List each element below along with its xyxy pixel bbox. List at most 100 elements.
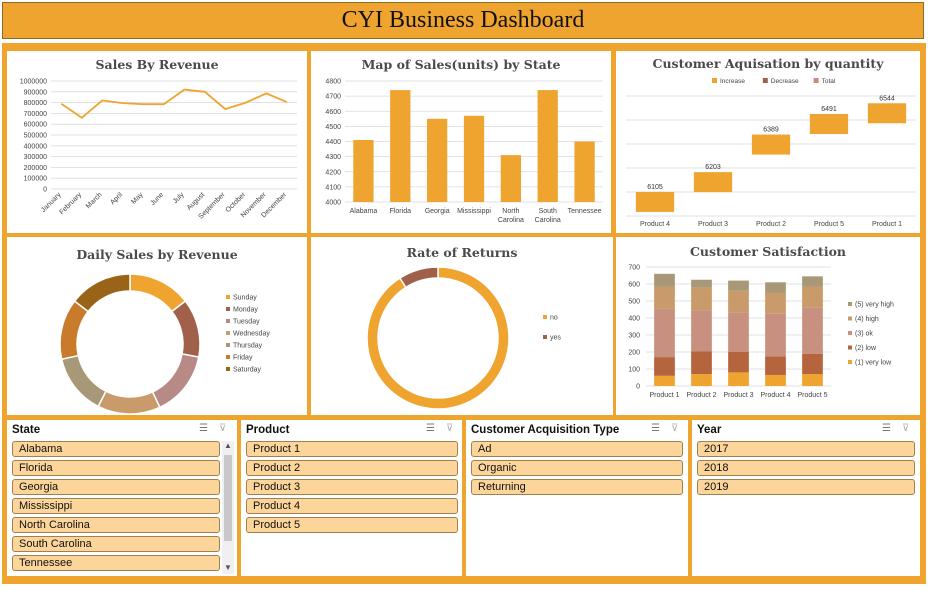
chart-title: Sales By Revenue bbox=[95, 57, 219, 72]
slicer-item[interactable]: Mississippi bbox=[12, 498, 220, 514]
x-tick-label: May bbox=[130, 191, 145, 206]
legend-label: Total bbox=[822, 78, 836, 85]
stacked-segment bbox=[765, 282, 786, 293]
chart-title: Customer Aquisation by quantity bbox=[652, 56, 884, 71]
legend-label: (3) ok bbox=[855, 331, 873, 338]
legend-swatch bbox=[226, 355, 230, 359]
x-tick-label: North bbox=[502, 208, 519, 215]
legend-swatch bbox=[762, 78, 768, 83]
slicer-item[interactable]: 2019 bbox=[697, 479, 915, 495]
slicer-item[interactable]: Organic bbox=[471, 460, 683, 476]
slicer-item[interactable]: Product 1 bbox=[246, 441, 458, 457]
sales-by-revenue-panel: Sales By Revenue 1000000 900000 800000 7000… bbox=[7, 51, 307, 233]
legend-label: Friday bbox=[233, 355, 253, 362]
product-slicer: Product ☰ ⊽ Product 1 Product 2 Product 3 P… bbox=[241, 420, 462, 576]
slicer-item[interactable]: Product 5 bbox=[246, 517, 458, 533]
bar-alabama bbox=[353, 139, 374, 202]
series-line bbox=[60, 88, 288, 119]
x-tick-label: July bbox=[172, 191, 186, 205]
data-label: 6544 bbox=[879, 95, 895, 102]
stacked-segment bbox=[802, 286, 823, 308]
x-tick-label: Product 5 bbox=[798, 392, 828, 399]
slicer-item[interactable]: Tennessee bbox=[12, 555, 220, 571]
y-tick-label: 4100 bbox=[325, 184, 341, 191]
y-tick-label: 200 bbox=[628, 350, 640, 357]
y-tick-label: 4200 bbox=[325, 169, 341, 176]
slicer-item[interactable]: 2018 bbox=[697, 460, 915, 476]
legend-label: (4) high bbox=[855, 316, 879, 323]
legend-label: no bbox=[550, 315, 558, 322]
clear-filter-icon[interactable]: ⊽ bbox=[446, 423, 454, 434]
multi-select-icon[interactable]: ☰ bbox=[199, 423, 208, 434]
slicer-item[interactable]: Product 3 bbox=[246, 479, 458, 495]
stacked-segment bbox=[691, 279, 712, 288]
slicer-item[interactable]: Product 4 bbox=[246, 498, 458, 514]
clear-filter-icon[interactable]: ⊽ bbox=[671, 423, 679, 434]
data-label: 6203 bbox=[705, 164, 721, 171]
legend-swatch bbox=[848, 316, 852, 321]
map-of-sales-chart: 4800 4700 4600 4500 4400 4300 4200 4100 4000 Alab… bbox=[325, 79, 603, 224]
y-tick-label: 4700 bbox=[325, 94, 341, 101]
legend-label: Saturday bbox=[233, 367, 262, 374]
daily-sales-panel: Daily Sales by Revenue Sunday Monday Tuesd… bbox=[7, 237, 307, 415]
customer-acquisition-panel: Customer Aquisation by quantity Increase… bbox=[616, 51, 920, 233]
slicer-header: Year bbox=[697, 424, 722, 436]
stacked-segment bbox=[654, 273, 675, 287]
legend-label: (5) very high bbox=[855, 302, 894, 309]
customer-satisfaction-chart: 700 600 500 400 300 200 100 0 Product 1 Product 2… bbox=[628, 265, 894, 400]
slicer-item[interactable]: Florida bbox=[12, 460, 220, 476]
stacked-segment bbox=[728, 352, 749, 373]
scroll-up-arrow[interactable]: ▲ bbox=[224, 441, 232, 450]
scrollbar-thumb[interactable] bbox=[224, 455, 232, 541]
chart-title: Rate of Returns bbox=[406, 245, 518, 260]
stacked-segment bbox=[765, 374, 786, 386]
customer-satisfaction-panel: Customer Satisfaction 700 600 500 400 300 200… bbox=[616, 237, 920, 415]
dashboard-title: CYI Business Dashboard bbox=[341, 7, 585, 33]
stacked-segment bbox=[802, 374, 823, 386]
clear-filter-icon[interactable]: ⊽ bbox=[902, 423, 910, 434]
x-tick-label: Product 2 bbox=[687, 392, 717, 399]
slicer-item[interactable]: Alabama bbox=[12, 441, 220, 457]
x-tick-label: Product 5 bbox=[814, 221, 844, 228]
slice-wednesday bbox=[97, 390, 161, 415]
y-tick-label: 4300 bbox=[325, 154, 341, 161]
y-tick-label: 4500 bbox=[325, 124, 341, 131]
increase-bar bbox=[635, 191, 675, 212]
legend-swatch bbox=[543, 335, 547, 339]
bar-mississippi bbox=[463, 115, 485, 202]
slicer-item[interactable]: Ad bbox=[471, 441, 683, 457]
slicer-item[interactable]: North Carolina bbox=[12, 517, 220, 533]
stacked-segment bbox=[691, 287, 712, 311]
y-tick-label: 600000 bbox=[24, 122, 47, 129]
slice-monday bbox=[170, 300, 201, 358]
scrollbar[interactable]: ▲ ▼ bbox=[222, 441, 234, 574]
x-tick-label: Tennessee bbox=[568, 208, 602, 215]
multi-select-icon[interactable]: ☰ bbox=[882, 423, 891, 434]
scroll-down-arrow[interactable]: ▼ bbox=[224, 563, 232, 572]
multi-select-icon[interactable]: ☰ bbox=[426, 423, 435, 434]
slicer-item[interactable]: Returning bbox=[471, 479, 683, 495]
bar-georgia bbox=[427, 118, 448, 202]
slice-thursday bbox=[60, 354, 107, 408]
map-of-sales-panel: Map of Sales(units) by State 4800 4700 460… bbox=[311, 51, 611, 233]
y-tick-label: 0 bbox=[636, 384, 640, 391]
slicer-item[interactable]: 2017 bbox=[697, 441, 915, 457]
y-tick-label: 1000000 bbox=[20, 79, 47, 86]
clear-filter-icon[interactable]: ⊽ bbox=[219, 423, 227, 434]
slicer-item[interactable]: South Carolina bbox=[12, 536, 220, 552]
legend-swatch bbox=[226, 319, 230, 323]
y-tick-label: 200000 bbox=[24, 165, 47, 172]
y-tick-label: 300 bbox=[628, 333, 640, 340]
multi-select-icon[interactable]: ☰ bbox=[651, 423, 660, 434]
x-tick-label: Mississippi bbox=[457, 208, 491, 215]
legend-swatch bbox=[226, 307, 230, 311]
legend-swatch bbox=[848, 331, 852, 335]
dashboard-title-bar: CYI Business Dashboard bbox=[2, 2, 924, 39]
slicer-item[interactable]: Georgia bbox=[12, 479, 220, 495]
slicer-item[interactable]: Product 2 bbox=[246, 460, 458, 476]
legend-swatch bbox=[848, 345, 852, 350]
slicer-header: Customer Acquisition Type bbox=[471, 424, 620, 436]
chart-title: Daily Sales by Revenue bbox=[76, 247, 238, 262]
x-tick-label: Carolina bbox=[498, 217, 524, 224]
sales-by-revenue-chart: 1000000900000800000700000600000500000400… bbox=[20, 79, 297, 221]
